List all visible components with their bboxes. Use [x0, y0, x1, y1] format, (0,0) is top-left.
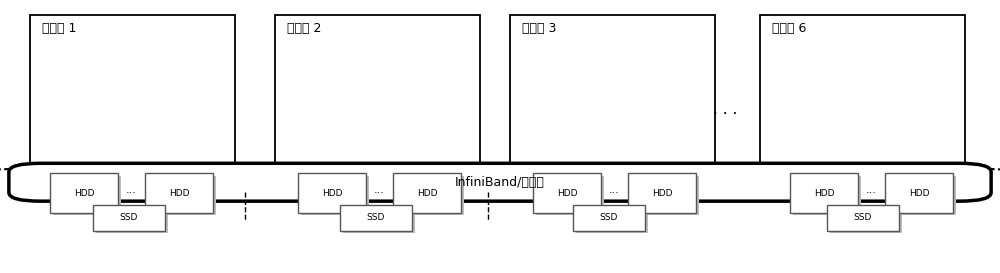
Bar — [298, 173, 366, 213]
Bar — [533, 173, 601, 213]
Text: SSD: SSD — [120, 213, 138, 222]
Bar — [301, 176, 369, 215]
Bar — [536, 176, 604, 215]
Bar — [885, 173, 953, 213]
Bar — [393, 173, 461, 213]
Bar — [888, 176, 956, 215]
Text: ···: ··· — [126, 188, 137, 198]
Text: HDD: HDD — [557, 189, 577, 198]
Text: SSD: SSD — [854, 213, 872, 222]
Text: ···: ··· — [609, 188, 620, 198]
Text: InfiniBand/以太网: InfiniBand/以太网 — [455, 176, 545, 189]
FancyBboxPatch shape — [9, 163, 991, 201]
Bar — [30, 15, 235, 169]
Bar — [50, 173, 118, 213]
Text: HDD: HDD — [417, 189, 437, 198]
Bar — [275, 15, 480, 169]
Bar — [53, 176, 121, 215]
Bar — [148, 176, 216, 215]
Bar — [145, 173, 213, 213]
Text: 服务器 2: 服务器 2 — [287, 22, 321, 35]
Bar — [830, 207, 902, 233]
Text: HDD: HDD — [814, 189, 834, 198]
Text: HDD: HDD — [909, 189, 929, 198]
Bar — [790, 173, 858, 213]
Bar — [760, 15, 965, 169]
Bar — [573, 205, 645, 231]
Bar — [510, 15, 715, 169]
Bar — [793, 176, 861, 215]
Bar — [93, 205, 165, 231]
Text: 服务器 6: 服务器 6 — [772, 22, 806, 35]
Bar — [827, 205, 899, 231]
Text: ···: ··· — [866, 188, 877, 198]
Text: HDD: HDD — [169, 189, 189, 198]
Text: HDD: HDD — [652, 189, 672, 198]
Text: 服务器 3: 服务器 3 — [522, 22, 556, 35]
Bar — [576, 207, 648, 233]
Text: ···: ··· — [374, 188, 385, 198]
Text: SSD: SSD — [367, 213, 385, 222]
Bar — [96, 207, 168, 233]
Bar — [631, 176, 699, 215]
Text: HDD: HDD — [74, 189, 94, 198]
Bar — [343, 207, 415, 233]
Bar — [396, 176, 464, 215]
Text: HDD: HDD — [322, 189, 342, 198]
FancyBboxPatch shape — [0, 169, 1000, 273]
Text: · · ·: · · · — [713, 107, 737, 122]
Bar — [628, 173, 696, 213]
Bar — [340, 205, 412, 231]
Text: 服务器 1: 服务器 1 — [42, 22, 76, 35]
Text: SSD: SSD — [600, 213, 618, 222]
